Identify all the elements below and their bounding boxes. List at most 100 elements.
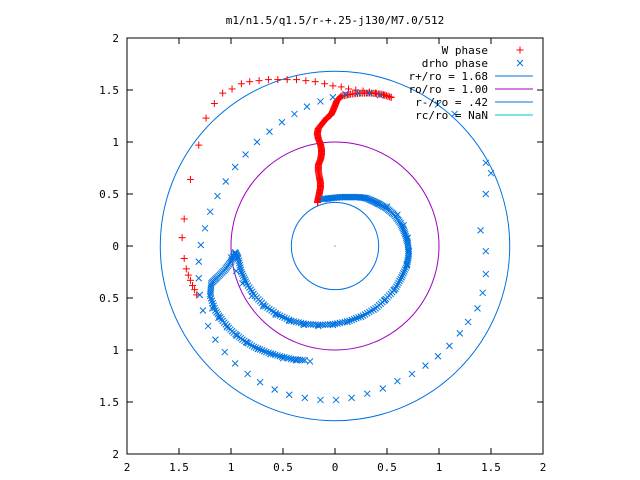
y-tick-label: 2: [112, 32, 119, 45]
legend-label: rc/ro = NaN: [415, 109, 488, 122]
drho-phase-point: [212, 336, 219, 343]
drho-phase-point: [379, 385, 387, 392]
x-tick-label: 1.5: [481, 461, 501, 474]
w-phase-point: [191, 286, 199, 294]
drho-phase-point: [434, 352, 442, 360]
drho-phase-point: [403, 262, 411, 270]
drho-phase-point: [299, 356, 306, 364]
drho-phase-point: [232, 267, 240, 275]
drho-phase-point: [199, 307, 207, 314]
drho-phase-point: [196, 291, 204, 299]
drho-phase-point: [238, 270, 246, 278]
drho-phase-point: [370, 306, 377, 313]
drho-phase-point: [359, 312, 367, 320]
w-phase-point: [365, 88, 373, 96]
drho-phase-point: [253, 138, 261, 146]
drho-phase-point: [400, 268, 408, 275]
w-phase-point: [193, 291, 201, 299]
drho-phase-point: [464, 318, 472, 326]
center-dot: [334, 245, 336, 247]
drho-phase-point: [204, 322, 212, 330]
w-phase-point: [379, 91, 387, 99]
drho-phase-point: [221, 348, 229, 356]
drho-phase-point: [434, 101, 442, 108]
y-tick-label: 2: [112, 448, 119, 461]
w-phase-point: [195, 141, 203, 149]
drho-phase-point: [250, 343, 258, 351]
drho-phase-point: [201, 224, 209, 232]
reference-circles: [159, 70, 511, 422]
drho-phase-point: [215, 314, 222, 322]
drho-phase-point: [393, 283, 400, 291]
drho-phase-point: [258, 346, 266, 354]
drho-phase-point: [303, 103, 311, 110]
drho-phase-point: [293, 357, 300, 364]
drho-phase-point: [241, 276, 249, 283]
drho-phase-point: [301, 356, 309, 364]
x-tick-label: 1.5: [169, 461, 189, 474]
drho-phase-point: [352, 314, 360, 322]
drho-phase-point: [243, 339, 250, 347]
w-phase-point: [189, 282, 197, 290]
drho-phase-point: [315, 322, 322, 330]
w-phase-point: [182, 265, 190, 273]
drho-phase-point: [291, 110, 298, 118]
drho-phase-point: [446, 342, 453, 350]
drho-phase-point: [395, 279, 402, 287]
w-phase-point: [387, 93, 395, 101]
drho-phase-point: [329, 321, 337, 329]
drho-phase-point: [272, 311, 280, 318]
w-phase-point: [321, 80, 329, 88]
y-tick-label: 1: [112, 344, 119, 357]
x-tick-label: 0: [332, 461, 339, 474]
w-phase-point: [274, 76, 282, 84]
axis-ticks: 2 1.5 1 0.5 0 0.5 1 1.5 221.510.500.511.52: [99, 32, 546, 474]
legend-label: W phase: [442, 44, 488, 57]
legend-label: r+/ro = 1.68: [409, 70, 488, 83]
w-phase-point: [237, 80, 245, 88]
drho-phase-point: [248, 292, 256, 300]
drho-phase-point: [285, 317, 293, 325]
drho-phase-point: [260, 347, 268, 355]
drho-phase-point: [399, 271, 406, 279]
drho-phase-point: [271, 386, 279, 393]
chart-title: m1/n1.5/q1.5/r-+.25-j130/M7.0/512: [226, 14, 445, 27]
drho-phase-point: [242, 278, 250, 285]
w-phase-point: [264, 76, 272, 84]
y-tick-label: 0: [112, 240, 119, 253]
drho-phase-point: [195, 274, 203, 282]
w-phase-point: [302, 77, 310, 85]
drho-phase-point: [451, 110, 458, 118]
w-phase-point: [293, 76, 301, 84]
drho-phase-point: [348, 316, 356, 324]
drho-phase-point: [329, 93, 337, 101]
legend-cross-icon: [516, 59, 524, 67]
drho-phase-point: [403, 261, 411, 269]
drho-phase-point: [332, 396, 340, 404]
drho-phase-point: [394, 211, 401, 219]
drho-phase-point: [482, 247, 490, 255]
w-phase-point: [228, 85, 236, 93]
drho-phase-point: [214, 192, 221, 200]
drho-phase-point: [231, 163, 239, 171]
drho-phase-point: [404, 234, 412, 242]
drho-phase-point: [317, 98, 324, 105]
drho-phase-point: [350, 315, 358, 323]
x-tick-label: 0.5: [377, 461, 397, 474]
x-tick-label: 0.5: [273, 461, 293, 474]
drho-phase-point: [365, 89, 373, 97]
drho-phase-point: [396, 277, 403, 285]
drho-phase-point: [383, 203, 391, 210]
drho-phase-point: [456, 330, 464, 337]
drho-phase-point: [355, 314, 362, 321]
x-tick-label: 1: [436, 461, 443, 474]
w-phase-point: [384, 92, 392, 100]
drho-phase-point: [482, 190, 490, 198]
drho-phase-point: [405, 247, 413, 255]
drho-phase-point: [399, 270, 407, 277]
drho-phase-point: [267, 350, 274, 358]
legend-plus-icon: [516, 46, 524, 54]
legend-label: ro/ro = 1.00: [409, 83, 488, 96]
drho-phase-point: [263, 348, 270, 356]
